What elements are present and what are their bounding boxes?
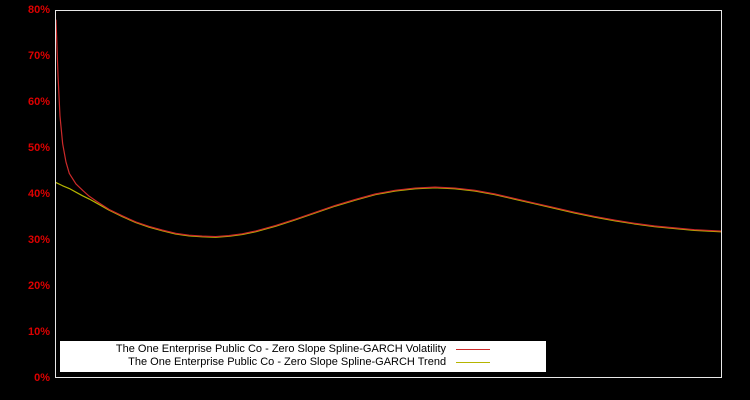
- y-tick-label-70: 70%: [27, 50, 50, 62]
- legend-row-volatility: The One Enterprise Public Co - Zero Slop…: [115, 343, 491, 356]
- series-line-1: [56, 181, 721, 238]
- chart-legend: The One Enterprise Public Co - Zero Slop…: [60, 341, 546, 372]
- legend-label-volatility: The One Enterprise Public Co - Zero Slop…: [115, 343, 447, 355]
- y-tick-label-30: 30%: [27, 234, 50, 246]
- legend-label-trend: The One Enterprise Public Co - Zero Slop…: [128, 356, 447, 368]
- line-chart-canvas: [56, 19, 721, 238]
- plot-area: The One Enterprise Public Co - Zero Slop…: [55, 10, 722, 378]
- y-tick-label-10: 10%: [27, 326, 50, 338]
- trend-line-sample: [456, 362, 491, 363]
- y-tick-label-50: 50%: [27, 142, 50, 154]
- y-tick-label-20: 20%: [27, 280, 50, 292]
- legend-row-trend: The One Enterprise Public Co - Zero Slop…: [128, 356, 491, 369]
- y-tick-label-0: 0%: [34, 372, 50, 384]
- series-line-0: [56, 19, 721, 238]
- volatility-line-sample: [456, 349, 491, 350]
- y-tick-label-60: 60%: [27, 96, 50, 108]
- y-tick-label-80: 80%: [27, 4, 50, 16]
- y-tick-label-40: 40%: [27, 188, 50, 200]
- legend-entries: The One Enterprise Public Co - Zero Slop…: [115, 343, 491, 369]
